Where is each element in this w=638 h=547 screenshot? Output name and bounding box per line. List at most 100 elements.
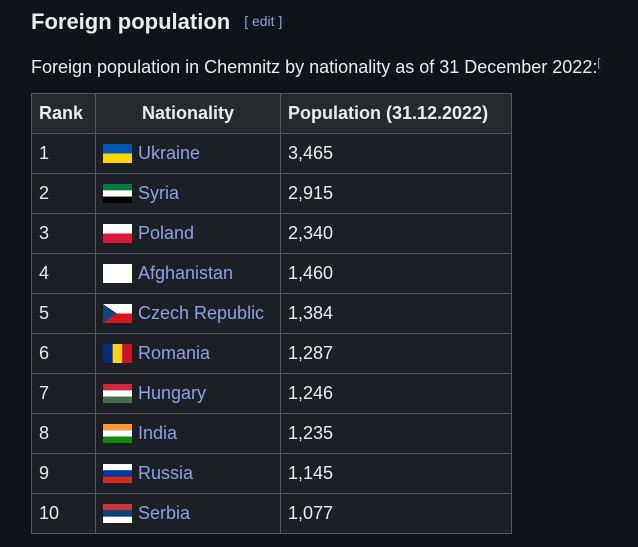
rank-cell: 7	[31, 373, 96, 414]
flag-part	[103, 233, 132, 243]
intro-text: Foreign population in Chemnitz by nation…	[31, 57, 600, 78]
flag-part	[103, 304, 117, 323]
header-cell: Population (31.12.2022)	[280, 93, 512, 134]
flag-part	[103, 304, 132, 314]
flag-part	[103, 344, 113, 363]
table-row: 4 Afghanistan 1,460	[31, 253, 512, 294]
flag-icon	[103, 224, 132, 243]
country-link[interactable]: Poland	[138, 223, 195, 243]
nationality-cell: Hungary	[95, 373, 281, 414]
edit-link[interactable]: edit	[251, 13, 275, 29]
reference[interactable]: [	[597, 57, 601, 69]
flag-part	[103, 476, 132, 483]
flag-part	[112, 344, 123, 363]
table-row: 1 Ukraine 3,465	[31, 133, 512, 174]
rank-cell: 4	[31, 253, 96, 294]
flag-part	[103, 470, 132, 477]
country-link[interactable]: Hungary	[138, 383, 207, 403]
header-row: Rank Nationality Population (31.12.2022)	[31, 93, 512, 134]
nationality-cell: Romania	[95, 333, 281, 374]
flag-part	[103, 504, 132, 511]
population-cell: 1,246	[280, 373, 512, 414]
heading-title: Foreign population	[31, 9, 231, 34]
population-cell: 1,077	[280, 493, 512, 534]
flag-part	[103, 196, 132, 203]
rank-cell: 8	[31, 413, 96, 454]
flag-part	[103, 424, 132, 431]
population-cell: 1,235	[280, 413, 512, 454]
intro: Foreign population in Chemnitz by nation…	[31, 57, 598, 77]
country-link[interactable]: India	[138, 423, 178, 443]
flag-part	[103, 390, 132, 397]
flag-part	[103, 464, 132, 471]
population-cell: 1,460	[280, 253, 512, 294]
edit-section: [ edit ]	[244, 13, 282, 29]
flag-icon	[103, 384, 132, 403]
nationality-cell: Afghanistan	[95, 253, 281, 294]
table-row: 5 Czech Republic 1,384	[31, 293, 512, 334]
flag-part	[103, 264, 132, 283]
edit-bracket: [	[244, 13, 249, 29]
population-cell: 2,340	[280, 213, 512, 254]
nationality-cell: Syria	[95, 173, 281, 214]
flag-icon	[103, 464, 132, 483]
rank-cell: 1	[31, 133, 96, 174]
flag-part	[122, 344, 132, 363]
rank-cell: 5	[31, 293, 96, 334]
flag-part	[103, 510, 132, 517]
population-cell: 2,915	[280, 173, 512, 214]
country-link[interactable]: Syria	[138, 183, 180, 203]
header-cell: Nationality	[95, 93, 281, 134]
nationality-cell: Russia	[95, 453, 281, 494]
flag-icon	[103, 264, 132, 283]
flag-part	[103, 190, 132, 197]
flag-part	[103, 436, 132, 443]
rank-cell: 10	[31, 493, 96, 534]
table-row: 6 Romania 1,287	[31, 333, 512, 374]
flag-part	[103, 396, 132, 403]
country-link[interactable]: Romania	[138, 343, 211, 363]
table-row: 3 Poland 2,340	[31, 213, 512, 254]
nationality-cell: Czech Republic	[95, 293, 281, 334]
flag-icon	[103, 344, 132, 363]
flag-part	[103, 224, 132, 234]
flag-part	[103, 430, 132, 437]
flag-icon	[103, 144, 132, 163]
rank-cell: 2	[31, 173, 96, 214]
population-cell: 1,145	[280, 453, 512, 494]
table-row: 2 Syria 2,915	[31, 173, 512, 214]
nationality-cell: Serbia	[95, 493, 281, 534]
population-cell: 1,384	[280, 293, 512, 334]
header-cell: Rank	[31, 93, 96, 134]
table-row: 9 Russia 1,145	[31, 453, 512, 494]
country-link[interactable]: Ukraine	[138, 143, 201, 163]
population-table: Rank Nationality Population (31.12.2022)…	[31, 93, 512, 534]
country-link[interactable]: Russia	[138, 463, 194, 483]
nationality-cell: Poland	[95, 213, 281, 254]
table-row: 10 Serbia 1,077	[31, 493, 512, 534]
population-cell: 3,465	[280, 133, 512, 174]
population-cell: 1,287	[280, 333, 512, 374]
flag-part	[103, 384, 132, 391]
nationality-cell: India	[95, 413, 281, 454]
flag-icon	[103, 424, 132, 443]
flag-icon	[103, 304, 132, 323]
section-heading: Foreign population [ edit ]	[31, 9, 282, 35]
country-link[interactable]: Czech Republic	[138, 303, 265, 323]
rank-cell: 3	[31, 213, 96, 254]
edit-bracket: ]	[278, 13, 283, 29]
flag-part	[103, 184, 132, 191]
table-row: 7 Hungary 1,246	[31, 373, 512, 414]
flag-part	[103, 153, 132, 163]
rank-cell: 9	[31, 453, 96, 494]
country-link[interactable]: Serbia	[138, 503, 191, 523]
flag-part	[103, 313, 132, 323]
table-row: 8 India 1,235	[31, 413, 512, 454]
flag-part	[103, 144, 132, 154]
country-link[interactable]: Afghanistan	[138, 263, 234, 283]
flag-icon	[103, 184, 132, 203]
flag-part	[103, 516, 132, 523]
rank-cell: 6	[31, 333, 96, 374]
flag-icon	[103, 504, 132, 523]
